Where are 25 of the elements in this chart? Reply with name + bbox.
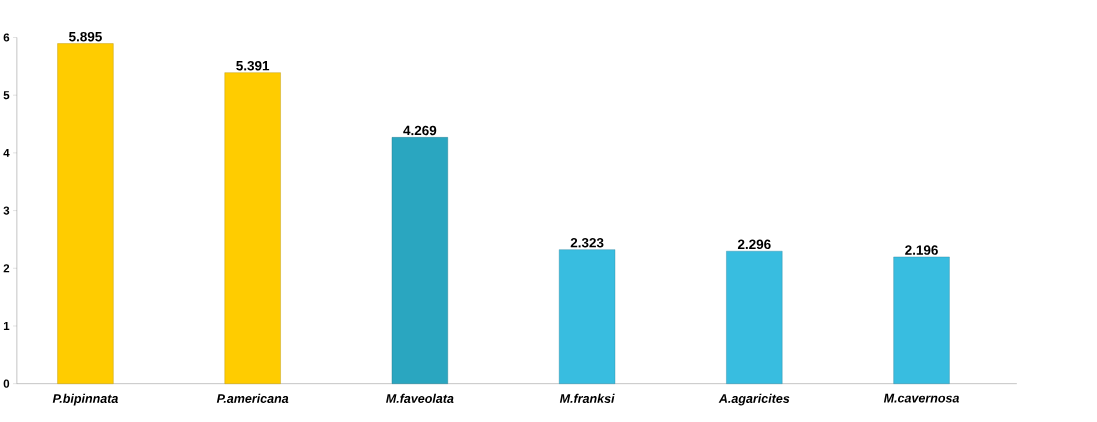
data-label: 2.196 — [905, 245, 938, 255]
bar — [726, 250, 783, 384]
bar — [57, 43, 114, 384]
x-tick-label: M.cavernosa — [883, 393, 960, 403]
bar — [224, 72, 281, 384]
data-label: 2.323 — [570, 237, 604, 248]
bar — [893, 256, 950, 384]
y-tick-label: 0 — [3, 379, 10, 388]
x-tick-label: P.americana — [216, 393, 289, 403]
x-tick-label: M.faveolata — [386, 393, 454, 403]
y-tick-label: 2 — [3, 264, 10, 273]
y-tick-label: 4 — [3, 148, 10, 157]
bar — [391, 137, 448, 384]
x-tick-label: P.bipinnata — [52, 393, 118, 406]
y-tick-label: 3 — [3, 206, 10, 215]
data-label: 4.269 — [403, 125, 437, 136]
y-tick-label: 1 — [3, 321, 10, 330]
data-label: 2.296 — [737, 239, 771, 250]
y-tick-label: 5 — [3, 91, 10, 100]
bar — [559, 249, 616, 384]
y-tick-label: 6 — [3, 33, 10, 42]
x-tick-label: M.franksi — [559, 393, 615, 403]
data-label: 5.391 — [236, 60, 270, 71]
x-tick-label: A.agaricites — [718, 393, 790, 406]
data-label: 5.895 — [68, 31, 102, 42]
